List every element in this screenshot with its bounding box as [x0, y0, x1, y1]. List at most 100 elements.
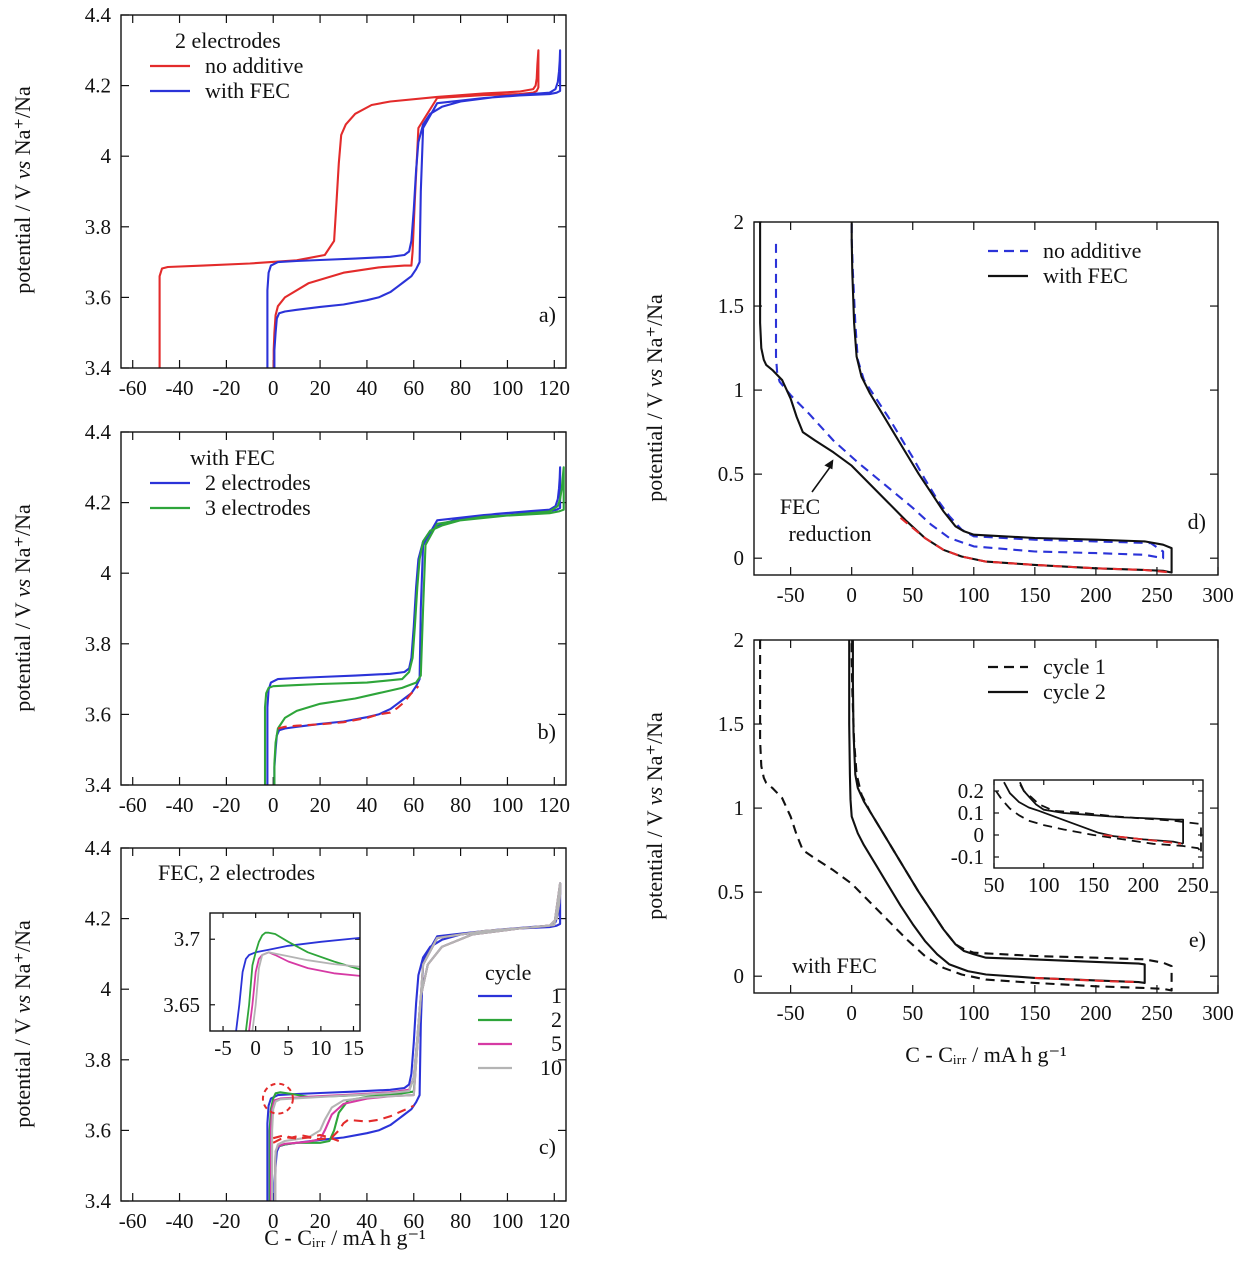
panel-inset-e: 50 100 150 200 250-0.100.10.2	[951, 779, 1209, 897]
y-tick-label: 3.6	[85, 702, 111, 726]
x-tick-label: 50	[902, 583, 923, 607]
y-axis-label: potential / V vs Na⁺/Na	[10, 86, 35, 294]
x-tick-label: 150	[1078, 873, 1110, 897]
panel-title: FEC, 2 electrodes	[158, 860, 315, 885]
legend-label: 3 electrodes	[205, 495, 311, 520]
x-tick-label: 50	[902, 1001, 923, 1025]
x-tick-label: -40	[166, 793, 194, 817]
y-tick-label: 4.4	[85, 836, 112, 860]
y-tick-label: 3.4	[85, 773, 112, 797]
plot-bg	[121, 15, 566, 368]
x-tick-label: -50	[777, 583, 805, 607]
figure: -60 -40 -20 0 20 40 60 80 100 1203.43.63.844.24.4…	[0, 0, 1239, 1280]
x-tick-label: -60	[119, 793, 147, 817]
y-tick-label: 1	[734, 796, 745, 820]
annotation-text: FEC	[780, 494, 820, 519]
y-tick-label: 0	[974, 823, 985, 847]
legend-label: no additive	[205, 53, 303, 78]
y-axis-label: potential / V vs Na⁺/Na	[642, 712, 667, 920]
plot-frame	[121, 15, 566, 368]
x-tick-label: 100	[1028, 873, 1060, 897]
x-tick-label: 120	[539, 376, 571, 400]
x-axis-label: C - Cᵢᵣᵣ / mA h g⁻¹	[264, 1225, 425, 1250]
x-tick-label: -20	[212, 1209, 240, 1233]
y-tick-label: 1.5	[718, 294, 744, 318]
x-tick-label: 40	[356, 793, 377, 817]
legend-label: 2	[551, 1007, 562, 1032]
x-tick-label: 150	[1019, 583, 1051, 607]
panel-inset-c: -5 0 5 10 15 3.65 3.7	[163, 913, 364, 1060]
x-axis-label: C - Cᵢᵣᵣ / mA h g⁻¹	[905, 1042, 1066, 1067]
legend-label: no additive	[1043, 238, 1141, 263]
legend-label: 10	[540, 1055, 562, 1080]
x-tick-label: 200	[1080, 583, 1112, 607]
x-tick-label: 250	[1141, 583, 1173, 607]
legend-label: with FEC	[1043, 263, 1128, 288]
x-tick-label: -60	[119, 376, 147, 400]
x-tick-label: 0	[268, 376, 279, 400]
y-tick-label: 3.7	[174, 927, 200, 951]
y-tick-label: 3.8	[85, 632, 111, 656]
panel-d: -50 0 50 100 150 200 250 30000.511.52potential …	[642, 210, 1234, 607]
y-tick-label: 3.6	[85, 285, 111, 309]
x-tick-label: 300	[1202, 1001, 1234, 1025]
x-tick-label: 120	[539, 1209, 571, 1233]
x-tick-label: 100	[492, 1209, 524, 1233]
y-tick-label: 4.2	[85, 491, 111, 515]
x-tick-label: 20	[310, 376, 331, 400]
y-tick-label: 3.4	[85, 1189, 112, 1213]
y-tick-label: 2	[734, 628, 745, 652]
panel-c: -60 -40 -20 0 20 40 60 80 100 1203.43.63.844.24.4…	[10, 836, 570, 1233]
y-tick-label: 3.6	[85, 1118, 111, 1142]
x-tick-label: 80	[450, 1209, 471, 1233]
x-tick-label: 40	[356, 376, 377, 400]
x-tick-label: 50	[984, 873, 1005, 897]
annotation-text: reduction	[788, 521, 871, 546]
x-tick-label: -40	[166, 1209, 194, 1233]
x-tick-label: 120	[539, 793, 571, 817]
x-tick-label: 20	[310, 793, 331, 817]
annotation-arrow	[812, 465, 831, 492]
y-tick-label: 3.4	[85, 356, 112, 380]
x-tick-label: -20	[212, 793, 240, 817]
y-axis-label: potential / V vs Na⁺/Na	[10, 504, 35, 712]
x-tick-label: 60	[403, 376, 424, 400]
legend-e: cycle 1cycle 2	[988, 654, 1106, 704]
panel-label: a)	[539, 302, 556, 327]
y-tick-label: 3.8	[85, 215, 111, 239]
y-tick-label: 1	[734, 378, 745, 402]
series-line-reference	[278, 686, 419, 728]
x-tick-label: 10	[310, 1036, 331, 1060]
y-tick-label: 0.5	[718, 880, 744, 904]
x-tick-label: 0	[846, 1001, 857, 1025]
x-tick-label: 300	[1202, 583, 1234, 607]
legend-label: 2 electrodes	[205, 470, 311, 495]
legend-label: cycle 1	[1043, 654, 1106, 679]
legend-label: with FEC	[205, 78, 290, 103]
x-tick-label: 100	[492, 376, 524, 400]
legend-title: with FEC	[190, 445, 275, 470]
x-tick-label: 0	[250, 1036, 261, 1060]
panel-text: with FEC	[792, 953, 877, 978]
x-tick-label: 5	[283, 1036, 294, 1060]
y-tick-label: 0	[734, 964, 745, 988]
panel-label: d)	[1188, 509, 1206, 534]
x-tick-label: 80	[450, 376, 471, 400]
x-tick-label: 100	[492, 793, 524, 817]
x-tick-label: -5	[214, 1036, 232, 1060]
x-tick-label: -40	[166, 376, 194, 400]
plot-bg	[210, 913, 360, 1031]
y-tick-label: 0.2	[958, 779, 984, 803]
y-tick-label: 3.8	[85, 1048, 111, 1072]
x-tick-label: -60	[119, 1209, 147, 1233]
y-tick-label: 3.65	[163, 993, 200, 1017]
panel-label: b)	[538, 719, 556, 744]
x-tick-label: 80	[450, 793, 471, 817]
panel-label: c)	[539, 1134, 556, 1159]
legend-title: cycle	[485, 960, 531, 985]
y-tick-label: 4.2	[85, 74, 111, 98]
x-tick-label: -50	[777, 1001, 805, 1025]
y-tick-label: 0.5	[718, 462, 744, 486]
